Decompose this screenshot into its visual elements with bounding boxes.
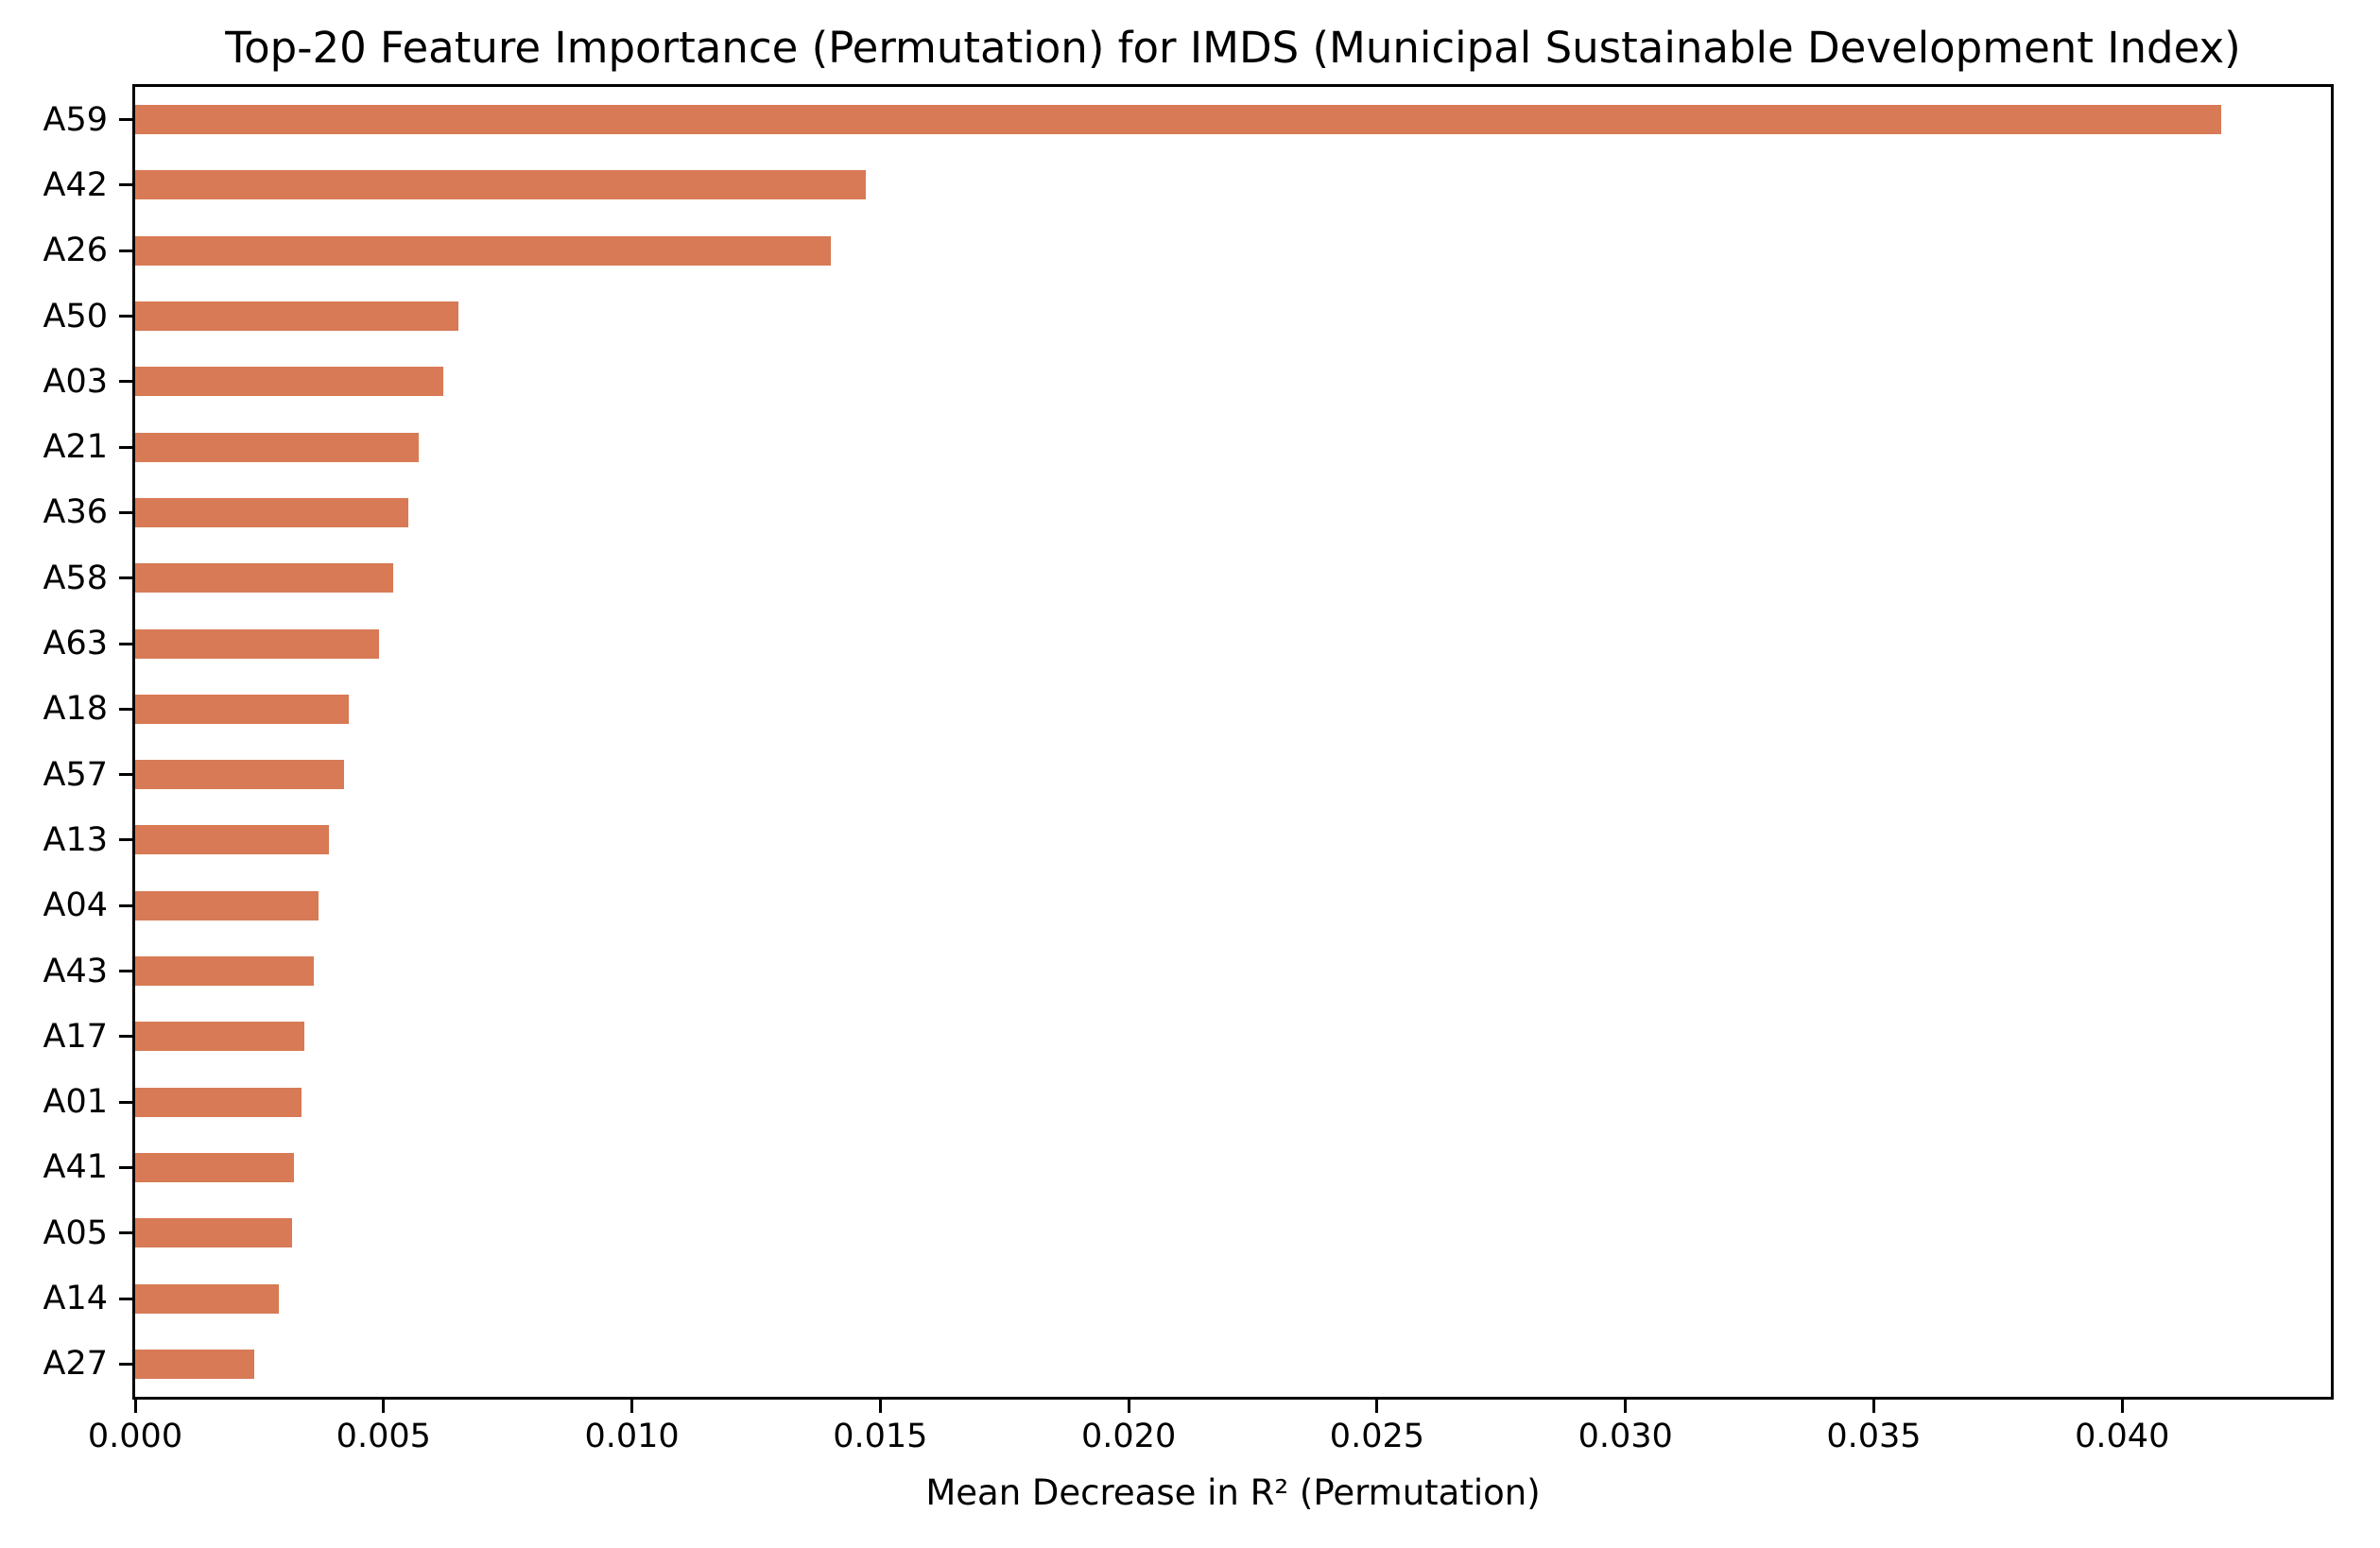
x-tick-mark <box>630 1400 634 1413</box>
y-tick-label: A03 <box>43 362 108 401</box>
bar <box>135 1152 295 1182</box>
x-tick-label: 0.005 <box>336 1418 431 1455</box>
y-tick-mark <box>119 773 132 777</box>
y-tick-mark <box>119 838 132 842</box>
plot-area <box>132 84 2334 1400</box>
y-tick-label: A04 <box>43 886 108 925</box>
y-tick-mark <box>119 183 132 187</box>
bar <box>135 367 443 397</box>
y-tick-label: A57 <box>43 755 108 794</box>
bar <box>135 1022 304 1052</box>
bar <box>135 890 319 920</box>
y-tick-label: A58 <box>43 559 108 597</box>
y-tick-mark <box>119 1100 132 1104</box>
x-tick-mark <box>1375 1400 1379 1413</box>
bar <box>135 1349 255 1379</box>
y-tick-mark <box>119 1165 132 1169</box>
x-tick-mark <box>878 1400 882 1413</box>
x-tick-label: 0.030 <box>1578 1418 1673 1455</box>
y-tick-label: A42 <box>43 165 108 204</box>
y-tick-mark <box>119 1231 132 1235</box>
x-tick-mark <box>2120 1400 2124 1413</box>
x-tick-label: 0.015 <box>833 1418 928 1455</box>
x-tick-mark <box>1624 1400 1628 1413</box>
x-tick-mark <box>1127 1400 1130 1413</box>
bar <box>135 170 866 200</box>
x-tick-mark <box>1871 1400 1875 1413</box>
x-tick-label: 0.010 <box>584 1418 680 1455</box>
y-tick-label: A36 <box>43 493 108 532</box>
y-tick-label: A41 <box>43 1148 108 1187</box>
bar <box>135 1218 292 1248</box>
bar <box>135 105 2222 135</box>
y-tick-mark <box>119 576 132 580</box>
y-tick-label: A59 <box>43 100 108 139</box>
x-tick-mark <box>382 1400 386 1413</box>
y-axis: A59 A42 A26 A50 A03 A21 A36 A58 A63 A18 A57 A13 A04 A… <box>0 87 132 1397</box>
bar <box>135 301 458 332</box>
y-tick-label: A21 <box>43 428 108 467</box>
y-tick-label: A05 <box>43 1213 108 1252</box>
y-tick-label: A50 <box>43 297 108 335</box>
x-tick-label: 0.040 <box>2075 1418 2170 1455</box>
x-tick-label: 0.000 <box>87 1418 183 1455</box>
y-tick-label: A13 <box>43 820 108 859</box>
x-tick-label: 0.020 <box>1081 1418 1177 1455</box>
x-axis-label: Mean Decrease in R² (Permutation) <box>925 1472 1541 1513</box>
y-tick-label: A43 <box>43 952 108 990</box>
y-tick-label: A63 <box>43 625 108 663</box>
x-tick-mark <box>133 1400 137 1413</box>
y-tick-mark <box>119 903 132 907</box>
bar <box>135 694 349 724</box>
bar <box>135 760 344 790</box>
x-tick-label: 0.035 <box>1826 1418 1922 1455</box>
y-tick-label: A17 <box>43 1017 108 1056</box>
bar <box>135 497 409 527</box>
y-tick-mark <box>119 380 132 384</box>
y-tick-label: A26 <box>43 232 108 270</box>
chart-title: Top-20 Feature Importance (Permutation) … <box>225 23 2241 73</box>
y-tick-label: A01 <box>43 1083 108 1122</box>
bar <box>135 825 329 855</box>
bar <box>135 956 315 987</box>
bar <box>135 1087 302 1117</box>
bar <box>135 628 379 659</box>
x-axis: 0.000 0.005 0.010 0.015 0.020 0.025 0.030 0.035… <box>88 1400 2331 1485</box>
y-tick-mark <box>119 707 132 711</box>
y-tick-label: A18 <box>43 690 108 729</box>
y-tick-mark <box>119 315 132 318</box>
bar <box>135 235 831 266</box>
y-tick-mark <box>119 642 132 645</box>
bar <box>135 432 419 462</box>
y-tick-mark <box>119 1297 132 1300</box>
y-tick-mark <box>119 970 132 973</box>
y-tick-mark <box>119 1362 132 1366</box>
y-tick-mark <box>119 1035 132 1039</box>
y-tick-mark <box>119 118 132 122</box>
bar <box>135 1283 280 1314</box>
y-tick-label: A27 <box>43 1345 108 1384</box>
x-tick-label: 0.025 <box>1329 1418 1424 1455</box>
y-tick-mark <box>119 510 132 514</box>
y-tick-mark <box>119 249 132 252</box>
bar <box>135 563 394 593</box>
y-tick-mark <box>119 445 132 449</box>
y-tick-label: A14 <box>43 1280 108 1318</box>
